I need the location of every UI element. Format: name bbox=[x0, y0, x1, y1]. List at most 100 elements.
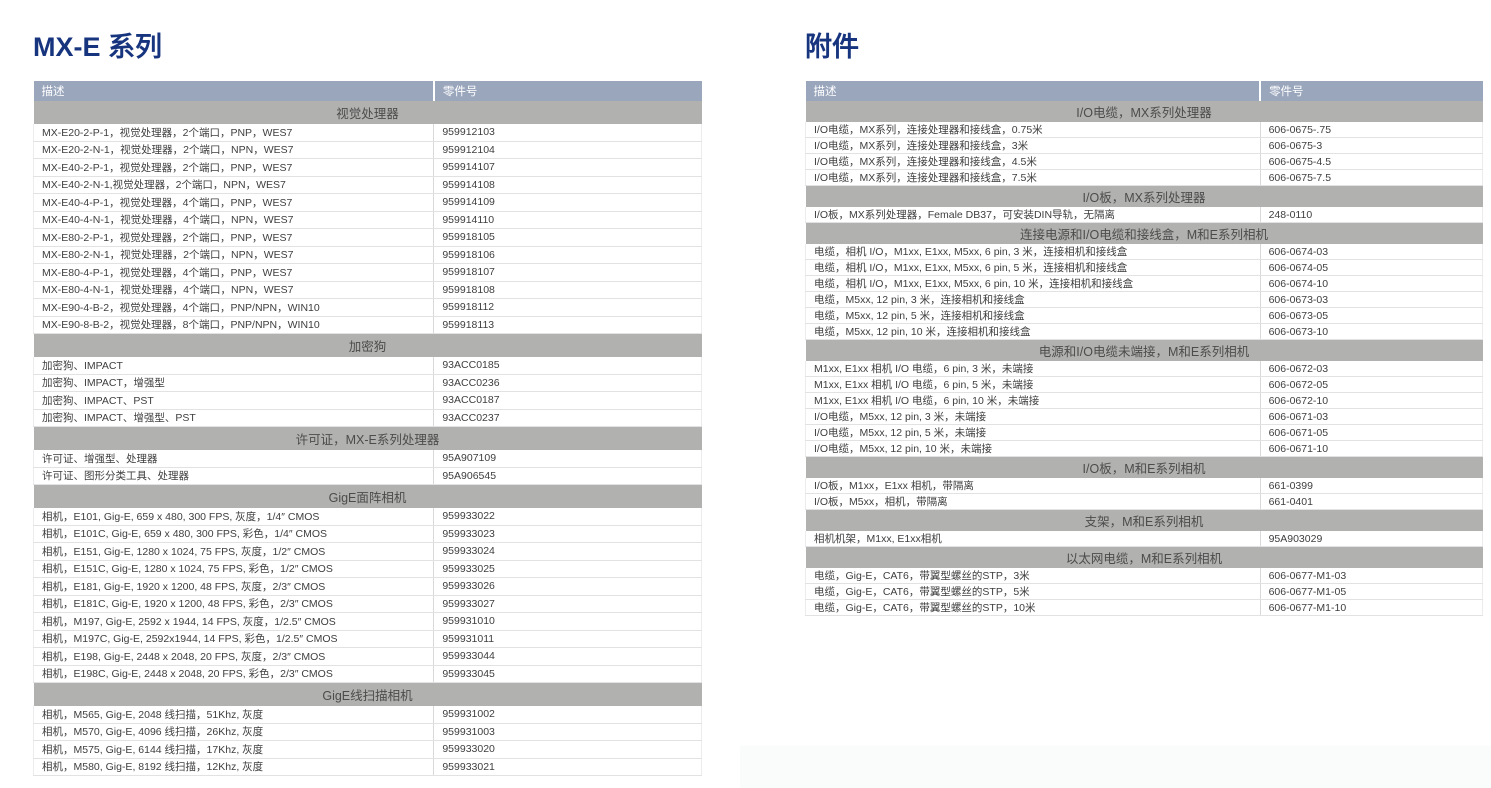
table-row: 电缆，M5xx, 12 pin, 10 米，连接相机和接线盒 606-0673-1… bbox=[805, 323, 1484, 340]
part-number-cell: 959914107 bbox=[433, 158, 702, 177]
part-number-cell: 606-0672-05 bbox=[1259, 376, 1484, 393]
table-row: 电缆，M5xx, 12 pin, 3 米，连接相机和接线盒 606-0673-03 bbox=[805, 291, 1484, 308]
table-row: 相机，E101C, Gig-E, 659 x 480, 300 FPS, 彩色，… bbox=[32, 525, 702, 543]
part-number-cell: 606-0677-M1-03 bbox=[1259, 568, 1484, 584]
description-cell: 电缆，M5xx, 12 pin, 10 米，连接相机和接线盒 bbox=[805, 323, 1261, 340]
description-cell: 相机机架，M1xx, E1xx相机 bbox=[805, 531, 1261, 547]
part-number-cell: 959914110 bbox=[433, 211, 702, 229]
table-row: 许可证、图形分类工具、处理器 95A906545 bbox=[32, 467, 702, 485]
section-header: 视觉处理器 bbox=[33, 101, 702, 124]
description-cell: I/O电缆，MX系列，连接处理器和接线盒，0.75米 bbox=[805, 122, 1261, 138]
part-number-cell: 959933044 bbox=[433, 647, 702, 666]
section-header-row: I/O板，M和E系列相机 bbox=[805, 456, 1483, 478]
part-number-cell: 959931002 bbox=[433, 706, 702, 724]
table-row: I/O电缆，M5xx, 12 pin, 3 米，未端接 606-0671-03 bbox=[805, 408, 1484, 425]
part-number-cell: 959918112 bbox=[433, 298, 702, 317]
part-number-cell: 95A907109 bbox=[433, 450, 702, 468]
description-cell: I/O电缆，M5xx, 12 pin, 3 米，未端接 bbox=[805, 408, 1261, 425]
footer-background-band bbox=[740, 745, 1491, 788]
part-number-cell: 606-0675-4.5 bbox=[1259, 153, 1484, 170]
part-number-cell: 606-0673-10 bbox=[1259, 323, 1484, 340]
part-number-cell: 959931011 bbox=[433, 630, 702, 648]
description-cell: 许可证、图形分类工具、处理器 bbox=[32, 467, 434, 485]
part-number-cell: 959933025 bbox=[433, 560, 702, 578]
table-row: 电缆，Gig-E，CAT6，带翼型螺丝的STP，5米 606-0677-M1-05 bbox=[805, 583, 1484, 600]
description-cell: I/O电缆，MX系列，连接处理器和接线盒，4.5米 bbox=[805, 153, 1261, 170]
table-row: I/O电缆，M5xx, 12 pin, 10 米，未端接 606-0671-10 bbox=[805, 440, 1484, 457]
description-cell: M1xx, E1xx 相机 I/O 电缆，6 pin, 5 米，未端接 bbox=[805, 376, 1261, 393]
section-header-row: GigE线扫描相机 bbox=[33, 682, 702, 706]
description-cell: M1xx, E1xx 相机 I/O 电缆，6 pin, 10 米，未端接 bbox=[805, 392, 1261, 409]
description-cell: I/O板，MX系列处理器，Female DB37，可安装DIN导轨，无隔离 bbox=[805, 207, 1261, 223]
description-cell: 相机，E151C, Gig-E, 1280 x 1024, 75 FPS, 彩色… bbox=[32, 560, 434, 578]
section-header: 许可证，MX-E系列处理器 bbox=[33, 426, 702, 450]
part-number-cell: 959933045 bbox=[433, 665, 702, 683]
description-cell: 电缆，Gig-E，CAT6，带翼型螺丝的STP，5米 bbox=[805, 583, 1261, 600]
description-cell: I/O电缆，MX系列，连接处理器和接线盒，3米 bbox=[805, 137, 1261, 154]
table-row: 电缆，相机 I/O，M1xx, E1xx, M5xx, 6 pin, 3 米，连… bbox=[805, 244, 1484, 260]
part-number-cell: 959918107 bbox=[433, 263, 702, 282]
table-row: MX-E80-4-N-1，视觉处理器，4个端口，NPN，WES7 95991810… bbox=[32, 281, 702, 299]
part-number-column-header: 零件号 bbox=[432, 81, 702, 101]
description-cell: MX-E20-2-P-1，视觉处理器，2个端口，PNP，WES7 bbox=[32, 124, 434, 142]
description-cell: 电缆，Gig-E，CAT6，带翼型螺丝的STP，10米 bbox=[805, 599, 1261, 616]
description-cell: I/O板，M1xx，E1xx 相机，带隔离 bbox=[805, 478, 1261, 494]
table-row: 相机，E181, Gig-E, 1920 x 1200, 48 FPS, 灰度，… bbox=[32, 577, 702, 596]
table-row: MX-E40-2-P-1，视觉处理器，2个端口，PNP，WES7 95991410… bbox=[32, 158, 702, 177]
section-header: 连接电源和I/O电缆和接线盒，M和E系列相机 bbox=[805, 222, 1483, 244]
table-row: MX-E90-4-B-2，视觉处理器，4个端口，PNP/NPN，WIN10 959… bbox=[32, 298, 702, 317]
table-row: MX-E80-2-P-1，视觉处理器，2个端口，PNP，WES7 95991810… bbox=[32, 228, 702, 247]
description-cell: 电缆，M5xx, 12 pin, 3 米，连接相机和接线盒 bbox=[805, 291, 1261, 308]
part-number-cell: 95A906545 bbox=[433, 467, 702, 485]
description-cell: 相机，E198C, Gig-E, 2448 x 2048, 20 FPS, 彩色… bbox=[32, 665, 434, 683]
table-row: MX-E40-2-N-1,视觉处理器，2个端口，NPN，WES7 95991410… bbox=[32, 176, 702, 194]
section-header: I/O板，M和E系列相机 bbox=[805, 456, 1483, 478]
description-cell: 相机，M197C, Gig-E, 2592x1944, 14 FPS, 彩色，1… bbox=[32, 630, 434, 648]
description-cell: 加密狗、IMPACT、PST bbox=[32, 391, 434, 410]
description-cell: I/O板，M5xx，相机，带隔离 bbox=[805, 493, 1261, 510]
table-row: 电缆，M5xx, 12 pin, 5 米，连接相机和接线盒 606-0673-05 bbox=[805, 307, 1484, 324]
table-row: 相机，M197, Gig-E, 2592 x 1944, 14 FPS, 灰度，… bbox=[32, 612, 702, 631]
table-row: MX-E80-2-N-1，视觉处理器，2个端口，NPN，WES7 95991810… bbox=[32, 246, 702, 264]
mx-e-series-table: 描述 零件号 视觉处理器 MX-E20-2-P-1，视觉处理器，2个端口，PNP，WE… bbox=[32, 81, 702, 776]
accessories-title: 附件 bbox=[805, 32, 859, 62]
description-cell: 相机，E181, Gig-E, 1920 x 1200, 48 FPS, 灰度，… bbox=[32, 577, 434, 596]
table-row: MX-E20-2-N-1，视觉处理器，2个端口，NPN，WES7 95991210… bbox=[32, 141, 702, 159]
section-header-row: 连接电源和I/O电缆和接线盒，M和E系列相机 bbox=[805, 222, 1483, 244]
part-number-cell: 959918113 bbox=[433, 316, 702, 334]
part-number-cell: 606-0674-03 bbox=[1259, 244, 1484, 260]
description-cell: 许可证、增强型、处理器 bbox=[32, 450, 434, 468]
part-number-cell: 959918108 bbox=[433, 281, 702, 299]
table-row: I/O电缆，MX系列，连接处理器和接线盒，7.5米 606-0675-7.5 bbox=[805, 169, 1484, 186]
description-cell: 电缆，相机 I/O，M1xx, E1xx, M5xx, 6 pin, 5 米，连… bbox=[805, 259, 1261, 276]
description-cell: MX-E80-4-N-1，视觉处理器，4个端口，NPN，WES7 bbox=[32, 281, 434, 299]
part-number-cell: 606-0671-03 bbox=[1259, 408, 1484, 425]
section-header-row: 电源和I/O电缆未端接，M和E系列相机 bbox=[805, 339, 1483, 361]
table-row: 相机，M565, Gig-E, 2048 线扫描，51Khz, 灰度 959931… bbox=[32, 706, 702, 724]
section-header: I/O板，MX系列处理器 bbox=[805, 185, 1483, 207]
part-number-cell: 606-0677-M1-05 bbox=[1259, 583, 1484, 600]
section-header: I/O电缆，MX系列处理器 bbox=[805, 101, 1483, 122]
description-cell: MX-E40-2-N-1,视觉处理器，2个端口，NPN，WES7 bbox=[32, 176, 434, 194]
part-number-cell: 606-0671-10 bbox=[1259, 440, 1484, 457]
part-number-cell: 95A903029 bbox=[1259, 531, 1484, 547]
part-number-cell: 959912104 bbox=[433, 141, 702, 159]
description-cell: 相机，M580, Gig-E, 8192 线扫描，12Khz, 灰度 bbox=[32, 758, 434, 776]
description-cell: I/O电缆，MX系列，连接处理器和接线盒，7.5米 bbox=[805, 169, 1261, 186]
description-cell: MX-E40-4-P-1，视觉处理器，4个端口，PNP，WES7 bbox=[32, 193, 434, 212]
table-row: 相机，E101, Gig-E, 659 x 480, 300 FPS, 灰度，1… bbox=[32, 508, 702, 526]
part-number-cell: 93ACC0185 bbox=[433, 357, 702, 375]
part-number-cell: 959933027 bbox=[433, 595, 702, 613]
part-number-cell: 959912103 bbox=[433, 124, 702, 142]
description-cell: MX-E80-2-P-1，视觉处理器，2个端口，PNP，WES7 bbox=[32, 228, 434, 247]
part-number-cell: 959918106 bbox=[433, 246, 702, 264]
table-row: 相机，E181C, Gig-E, 1920 x 1200, 48 FPS, 彩色… bbox=[32, 595, 702, 613]
part-number-cell: 661-0399 bbox=[1259, 478, 1484, 494]
column-header-row: 描述 零件号 bbox=[33, 81, 702, 101]
part-number-cell: 606-0677-M1-10 bbox=[1259, 599, 1484, 616]
table-row: MX-E80-4-P-1，视觉处理器，4个端口，PNP，WES7 95991810… bbox=[32, 263, 702, 282]
table-row: 加密狗、IMPACT、PST 93ACC0187 bbox=[32, 391, 702, 410]
accessories-panel: 附件 描述 零件号 I/O电缆，MX系列处理器 I/O电缆，MX系列，连接处理器和接线… bbox=[805, 30, 1484, 616]
table-row: 相机，E151, Gig-E, 1280 x 1024, 75 FPS, 灰度，… bbox=[32, 542, 702, 561]
table-row: 加密狗、IMPACT，增强型 93ACC0236 bbox=[32, 374, 702, 392]
